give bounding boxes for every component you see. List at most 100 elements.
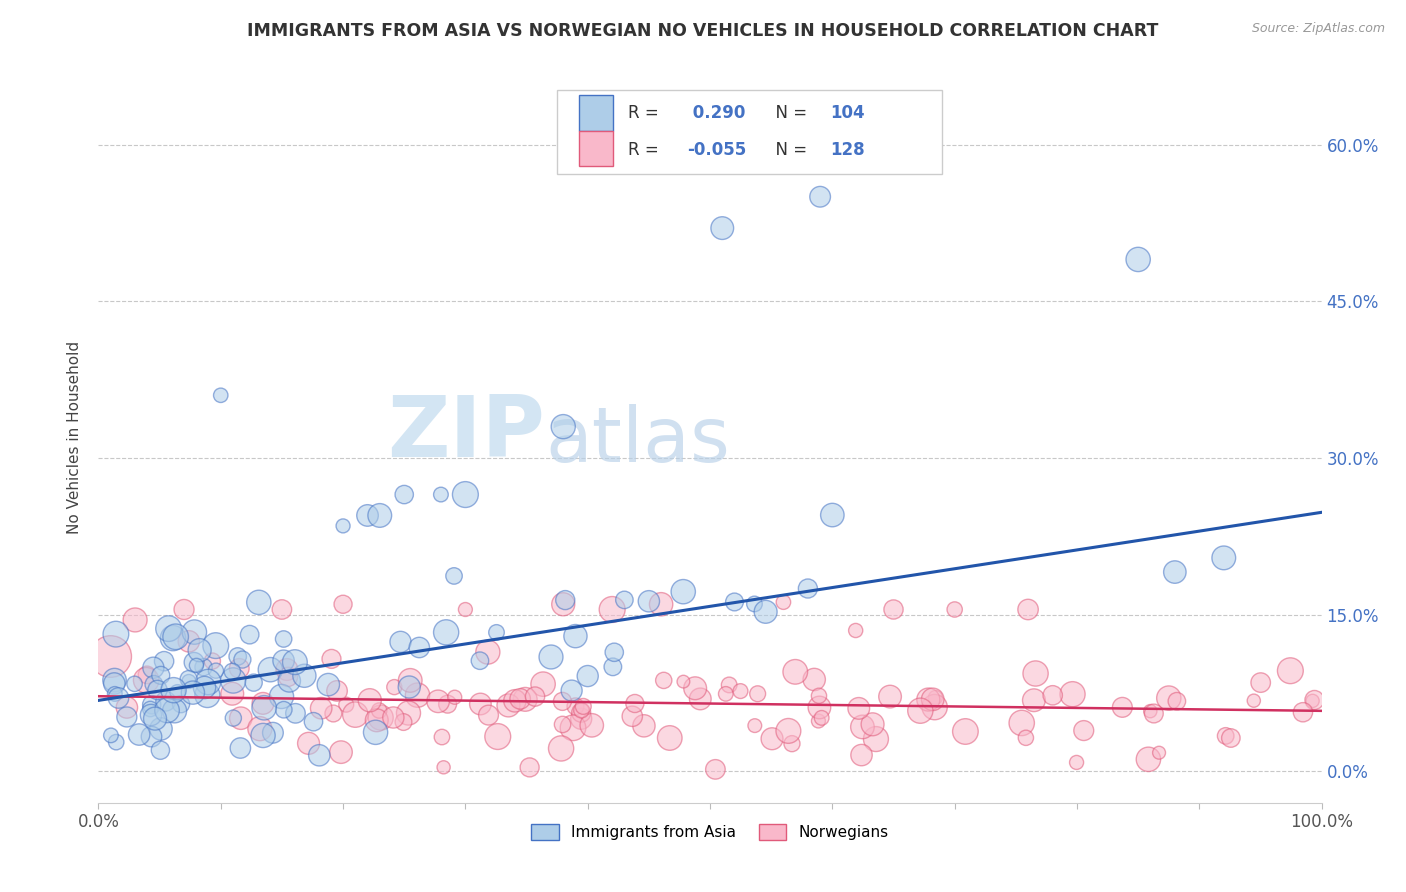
Point	[142, 661, 165, 675]
Point	[1219, 731, 1241, 745]
Point	[149, 743, 172, 757]
Point	[761, 731, 783, 746]
Point	[1147, 746, 1170, 760]
Point	[1157, 691, 1180, 706]
Text: 104: 104	[830, 104, 865, 122]
Point	[723, 595, 745, 609]
Point	[359, 693, 381, 707]
Point	[498, 698, 520, 713]
Point	[613, 593, 636, 607]
Point	[808, 190, 831, 204]
Text: R =: R =	[628, 141, 664, 159]
Point	[1066, 756, 1088, 770]
Point	[105, 735, 128, 749]
Point	[276, 663, 298, 677]
Point	[273, 654, 295, 668]
Point	[730, 684, 752, 698]
Point	[128, 727, 150, 741]
FancyBboxPatch shape	[557, 90, 942, 174]
Point	[486, 730, 509, 744]
Point	[672, 584, 695, 599]
Point	[1292, 705, 1315, 719]
Point	[551, 694, 574, 708]
Point	[571, 703, 593, 717]
Point	[135, 673, 157, 688]
Point	[193, 681, 215, 695]
Point	[744, 597, 766, 611]
Text: 128: 128	[830, 141, 865, 159]
Point	[540, 650, 562, 665]
Point	[149, 668, 172, 682]
Point	[550, 741, 572, 756]
Point	[443, 569, 465, 583]
Point	[581, 718, 603, 732]
Point	[195, 688, 218, 702]
Point	[924, 700, 946, 714]
Point	[807, 714, 830, 728]
Point	[222, 711, 245, 725]
Point	[344, 707, 367, 722]
Point	[382, 710, 405, 724]
Point	[704, 763, 727, 777]
Point	[221, 665, 243, 679]
Point	[115, 700, 138, 714]
Point	[797, 582, 820, 596]
Point	[772, 595, 794, 609]
Point	[785, 665, 807, 679]
Point	[879, 690, 901, 704]
Point	[564, 629, 586, 643]
Point	[637, 594, 661, 608]
Point	[222, 673, 245, 688]
Point	[104, 687, 127, 701]
Point	[1166, 694, 1188, 708]
Point	[803, 673, 825, 687]
Point	[165, 630, 187, 644]
Point	[252, 729, 274, 743]
Point	[433, 760, 456, 774]
Point	[436, 697, 458, 711]
Point	[1022, 693, 1045, 707]
Point	[848, 701, 870, 715]
Point	[711, 221, 734, 235]
Point	[100, 728, 122, 742]
Point	[910, 704, 932, 718]
Point	[183, 655, 205, 669]
Point	[509, 691, 531, 706]
Point	[851, 720, 873, 734]
Point	[284, 655, 307, 669]
Point	[104, 627, 127, 641]
Point	[356, 508, 378, 523]
Point	[1011, 715, 1033, 730]
Point	[252, 697, 274, 711]
Point	[955, 724, 977, 739]
Point	[162, 683, 184, 698]
Point	[142, 677, 165, 691]
Legend: Immigrants from Asia, Norwegians: Immigrants from Asia, Norwegians	[526, 818, 894, 847]
Point	[553, 597, 575, 611]
Point	[1017, 602, 1039, 616]
Point	[1279, 664, 1302, 678]
Text: ZIP: ZIP	[387, 392, 546, 475]
Point	[572, 699, 595, 714]
Point	[755, 605, 778, 619]
Point	[209, 388, 232, 402]
Text: -0.055: -0.055	[686, 141, 747, 159]
Point	[284, 706, 307, 721]
Point	[564, 699, 586, 714]
Point	[100, 649, 122, 664]
Point	[562, 721, 585, 735]
Point	[318, 678, 340, 692]
Point	[778, 723, 800, 738]
Point	[399, 673, 422, 688]
Point	[865, 732, 887, 747]
Point	[430, 730, 453, 744]
Point	[427, 694, 450, 708]
Point	[808, 700, 831, 714]
Point	[1250, 675, 1272, 690]
Point	[193, 660, 215, 674]
Point	[247, 595, 270, 609]
Point	[332, 519, 354, 533]
Point	[862, 717, 884, 731]
Point	[650, 597, 672, 611]
Point	[569, 706, 592, 720]
